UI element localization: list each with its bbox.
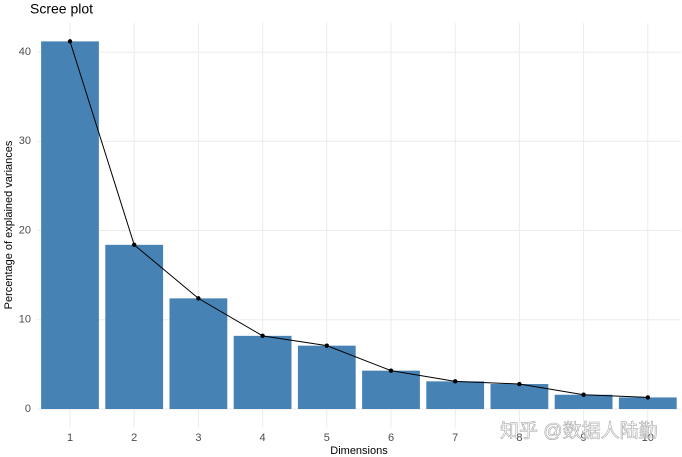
- point: [388, 368, 394, 373]
- point: [517, 381, 522, 387]
- x-tick-label: 2: [131, 432, 137, 444]
- point: [324, 343, 329, 348]
- point: [67, 39, 73, 44]
- y-tick-label: 40: [19, 46, 31, 58]
- x-axis-label: Dimensions: [330, 445, 388, 457]
- point: [260, 333, 265, 339]
- x-tick-label: 5: [324, 432, 330, 444]
- bar: [554, 394, 613, 410]
- bar: [490, 384, 549, 410]
- bar: [169, 298, 228, 410]
- x-tick-label: 6: [388, 432, 394, 444]
- x-tick-label: 3: [195, 432, 201, 444]
- y-axis-label: Percentage of explained variances: [3, 140, 15, 309]
- x-tick-label: 9: [581, 432, 587, 444]
- bar: [297, 345, 356, 410]
- point: [196, 296, 201, 301]
- point: [453, 379, 458, 384]
- point: [581, 392, 586, 397]
- bar: [426, 381, 485, 410]
- point: [132, 242, 137, 248]
- y-tick-label: 0: [25, 403, 31, 415]
- y-tick-label: 10: [19, 314, 31, 326]
- chart-title: Scree plot: [30, 1, 93, 17]
- y-tick-label: 30: [19, 135, 31, 147]
- x-tick-label: 4: [260, 432, 266, 444]
- x-tick-label: 1: [67, 432, 73, 444]
- bar: [105, 244, 164, 410]
- y-tick-label: 20: [19, 224, 31, 236]
- x-tick-label: 7: [452, 432, 458, 444]
- x-tick-label: 8: [516, 432, 522, 444]
- line: [69, 41, 648, 398]
- x-tick-label: 10: [642, 432, 654, 444]
- bar: [618, 397, 677, 410]
- bar: [233, 335, 292, 410]
- bar: [362, 370, 420, 410]
- point: [645, 395, 650, 400]
- watermark: 知乎 @数据人陆勤: [500, 420, 658, 442]
- bar: [41, 41, 99, 410]
